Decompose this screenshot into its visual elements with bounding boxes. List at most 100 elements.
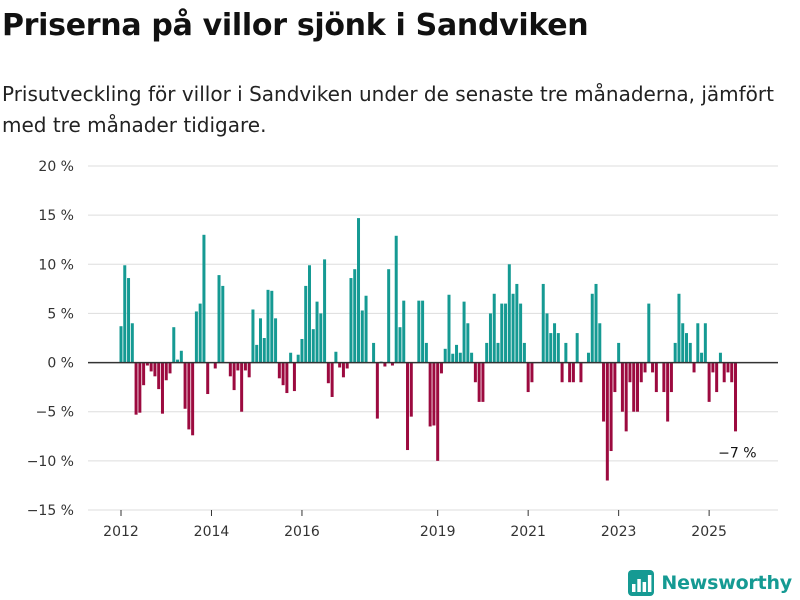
bar (176, 359, 180, 363)
bar (485, 342, 489, 363)
bar (703, 323, 707, 363)
x-tick-label: 2023 (601, 524, 637, 540)
bar (232, 362, 236, 391)
bar (504, 303, 508, 363)
bar (692, 362, 696, 373)
bar (255, 344, 259, 363)
bar (168, 362, 172, 374)
y-tick-label: 0 % (47, 356, 74, 372)
x-tick-label: 2012 (103, 524, 139, 540)
bar (726, 362, 730, 373)
bar (586, 352, 590, 363)
bar (643, 362, 647, 373)
bar (341, 362, 345, 378)
bar (326, 362, 330, 384)
bar (372, 342, 376, 363)
bar (421, 300, 425, 363)
bar (439, 362, 443, 374)
bar (541, 283, 545, 363)
bar (549, 333, 553, 363)
chart-title: Priserna på villor sjönk i Sandviken (2, 8, 589, 43)
bar (470, 352, 474, 363)
bar (262, 338, 266, 363)
y-tick-label: −10 % (27, 454, 74, 470)
bar (628, 362, 632, 383)
bar (345, 362, 349, 369)
y-tick-label: 15 % (38, 208, 74, 224)
bar (707, 362, 711, 402)
bar (526, 362, 530, 393)
bar (560, 362, 564, 383)
y-tick-label: 20 % (38, 159, 74, 175)
bar (142, 362, 146, 386)
bar (187, 362, 191, 430)
bar (651, 362, 655, 373)
bar (138, 362, 142, 413)
bar (428, 362, 432, 427)
bar (217, 275, 221, 363)
x-tick-label: 2014 (194, 524, 230, 540)
bar (319, 313, 323, 363)
bar (688, 342, 692, 363)
bar (130, 323, 134, 363)
bar (353, 269, 357, 363)
bar (496, 342, 500, 363)
y-tick-label: 10 % (38, 257, 74, 273)
bar (364, 295, 368, 363)
bar (330, 362, 334, 397)
bar (734, 362, 738, 432)
bar (164, 362, 168, 381)
bar (519, 303, 523, 363)
newsworthy-logo[interactable]: Newsworthy (628, 569, 792, 597)
bar (387, 269, 391, 363)
bar (730, 362, 734, 383)
bar (145, 362, 149, 366)
bar (677, 293, 681, 363)
bar (277, 362, 281, 379)
bar (477, 362, 481, 402)
bar (545, 313, 549, 363)
bar (281, 362, 285, 386)
brand-name: Newsworthy (661, 572, 792, 594)
bar (718, 352, 722, 363)
y-tick-label: −5 % (36, 405, 74, 421)
bar (308, 265, 311, 363)
bar (602, 362, 606, 422)
bar (243, 362, 247, 371)
bar (507, 264, 511, 363)
bar (669, 362, 673, 393)
bar (624, 362, 628, 432)
bar (575, 333, 579, 363)
bar (488, 313, 492, 363)
bar (473, 362, 477, 383)
bar (157, 362, 161, 390)
bar (609, 362, 613, 452)
x-tick-label: 2016 (284, 524, 320, 540)
bar (394, 235, 398, 363)
last-value-label: −7 % (718, 445, 756, 461)
bar (266, 289, 270, 363)
bar (700, 352, 704, 363)
bar (236, 362, 240, 371)
bar (500, 303, 504, 363)
bar (119, 326, 123, 363)
bar (270, 290, 274, 363)
bar (666, 362, 670, 422)
bar (696, 323, 700, 363)
bar (304, 285, 308, 363)
bar (409, 362, 413, 417)
bar (183, 362, 187, 409)
bar (458, 352, 462, 363)
bar (715, 362, 719, 393)
bar (436, 362, 440, 461)
bar (296, 354, 300, 363)
bar (315, 301, 319, 363)
bar (153, 362, 157, 377)
bar (451, 353, 455, 363)
bar (383, 362, 387, 367)
bar (292, 362, 296, 392)
bar (432, 362, 436, 426)
bar (466, 323, 470, 363)
bar (202, 234, 206, 363)
bar (605, 362, 609, 481)
